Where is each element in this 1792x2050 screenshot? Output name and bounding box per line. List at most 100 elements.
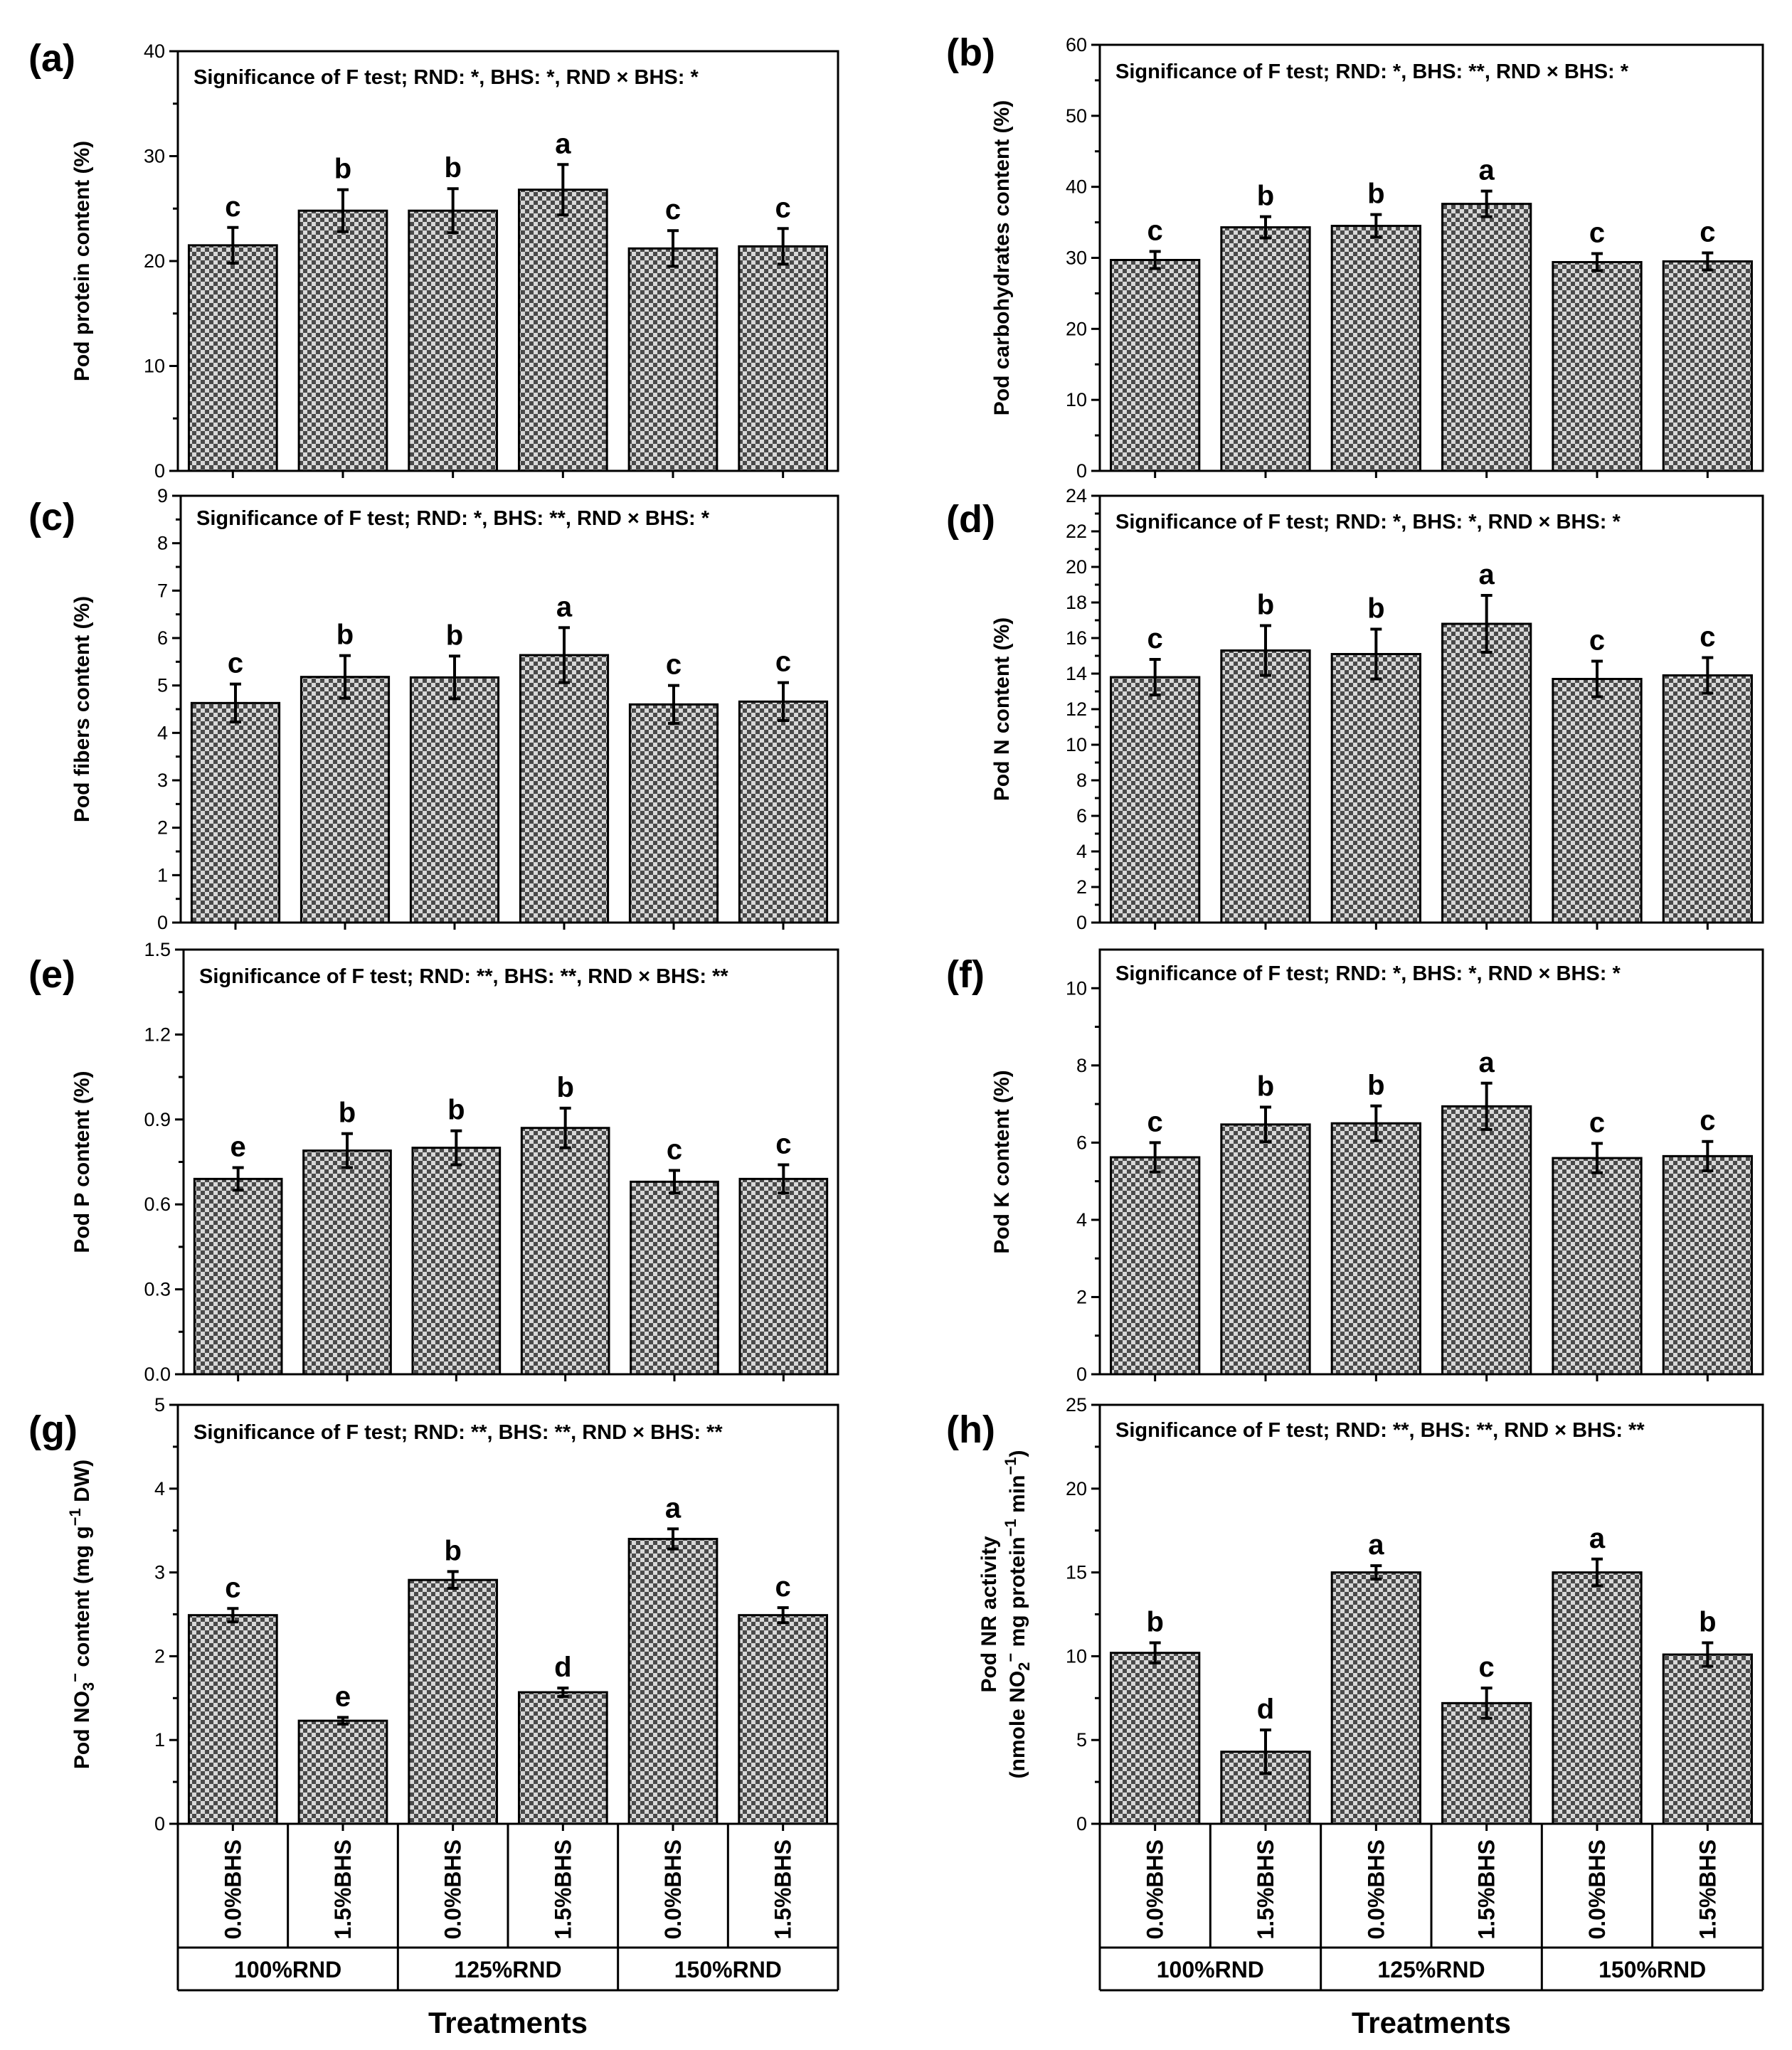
- y-tick-label: 8: [1076, 1055, 1087, 1076]
- bar: [411, 1147, 502, 1376]
- y-tick-label: 6: [1076, 805, 1087, 827]
- panel-c: c b b a c c 0 1 2 3 4 5 6 7 8 9 (c) Significance of F tes…: [28, 485, 839, 933]
- bar: [1110, 1652, 1201, 1825]
- significance-letter: c: [1479, 1652, 1495, 1683]
- panel-a: c b b a c c 0 10 20 30 40 (a) Significance of F test…: [28, 37, 839, 482]
- group-label: 125%RND: [454, 1957, 561, 1982]
- bar: [190, 701, 281, 924]
- significance-text: Significance of F test; RND: *, BHS: *, …: [1115, 511, 1621, 533]
- y-tick-label: 1.2: [144, 1024, 171, 1045]
- y-tick-label: 8: [157, 533, 168, 554]
- y-tick-label: 40: [1066, 176, 1087, 198]
- bar: [1110, 676, 1201, 924]
- y-axis-label: Pod NR activity: [977, 1536, 1001, 1692]
- bar: [627, 247, 719, 472]
- bar: [1662, 1154, 1753, 1376]
- y-tick-label: 2: [157, 817, 168, 839]
- significance-letter: c: [775, 647, 791, 678]
- significance-letter: c: [1589, 218, 1605, 249]
- group-label: 150%RND: [674, 1957, 782, 1982]
- y-tick-label: 9: [157, 485, 168, 506]
- category-label: 1.5%BHS: [1474, 1839, 1500, 1940]
- significance-letter: b: [1257, 590, 1274, 621]
- bar: [1552, 260, 1643, 472]
- significance-letter: a: [665, 1492, 682, 1524]
- x-axis-title: Treatments: [428, 2006, 588, 2039]
- significance-letter: c: [775, 192, 791, 223]
- bar: [1330, 1571, 1421, 1825]
- panel-e: e b b b c c 0.0 0.3 0.6 0.9 1.2 1.5 (e) Significance …: [28, 939, 839, 1385]
- significance-letter: b: [1257, 181, 1274, 212]
- y-tick-label: 10: [1066, 1645, 1087, 1667]
- category-label: 0.0%BHS: [1363, 1839, 1389, 1940]
- plot-frame: [1098, 948, 1764, 1376]
- group-label: 150%RND: [1599, 1957, 1706, 1982]
- significance-letter: a: [1479, 155, 1495, 186]
- y-tick-label: 4: [154, 1478, 165, 1499]
- significance-letter: c: [1700, 622, 1715, 653]
- significance-letter: c: [1147, 216, 1163, 247]
- significance-letter: c: [1589, 625, 1605, 657]
- category-table: 0.0%BHS 1.5%BHS 0.0%BHS 1.5%BHS 0.0%BHS 1.5%B…: [1098, 1824, 1764, 1992]
- y-tick-label: 1.5: [144, 939, 171, 960]
- y-tick-label: 7: [157, 580, 168, 601]
- bar: [1662, 1653, 1753, 1825]
- y-axis-label: Pod P content (%): [70, 1071, 94, 1253]
- bar: [408, 209, 499, 472]
- category-label: 1.5%BHS: [330, 1839, 356, 1940]
- y-tick-label: 0: [1076, 1364, 1087, 1385]
- bar: [1552, 1157, 1643, 1376]
- significance-letter: b: [444, 152, 461, 184]
- significance-letter: d: [1257, 1694, 1274, 1725]
- y-tick-label: 14: [1066, 663, 1087, 684]
- significance-letter: b: [1257, 1071, 1274, 1102]
- group-label: 100%RND: [234, 1957, 341, 1982]
- significance-text: Significance of F test; RND: *, BHS: *, …: [193, 66, 699, 89]
- y-tick-label: 2: [154, 1645, 165, 1667]
- bar: [193, 1177, 283, 1376]
- category-label: 1.5%BHS: [1253, 1839, 1278, 1940]
- panel-h: b d a c a b 0 5 10 15 20 25 (h) Significance of F tes…: [946, 1394, 1764, 2039]
- category-label: 0.0%BHS: [1142, 1839, 1168, 1940]
- bar: [1330, 1122, 1421, 1376]
- bar: [1662, 260, 1753, 472]
- significance-letter: a: [1589, 1523, 1606, 1554]
- significance-letter: b: [444, 1535, 461, 1566]
- panel-g: c e b d a c 0 1 2 3 4 5 (g) Significance of F test; R…: [28, 1394, 839, 2039]
- panel-label: (e): [28, 953, 75, 996]
- significance-text: Significance of F test; RND: **, BHS: **…: [199, 965, 728, 988]
- bar: [297, 1719, 388, 1825]
- bar: [628, 703, 719, 924]
- y-tick-label: 0.0: [144, 1364, 171, 1385]
- y-tick-label: 6: [1076, 1132, 1087, 1153]
- significance-letter: d: [554, 1652, 571, 1683]
- y-tick-label: 20: [144, 250, 165, 272]
- significance-letter: b: [1367, 1070, 1384, 1101]
- y-tick-label: 20: [1066, 318, 1087, 339]
- y-tick-label: 8: [1076, 770, 1087, 791]
- bar: [1441, 1105, 1532, 1376]
- y-axis-label: Pod NO3− content (mg g−1 DW): [66, 1460, 97, 1769]
- panel-b: c b b a c c 0 10 20 30 40 50 60 (b) Significance of F …: [946, 31, 1764, 482]
- y-tick-label: 5: [1076, 1729, 1087, 1751]
- y-tick-label: 10: [1066, 977, 1087, 999]
- panel-label: (c): [28, 496, 75, 538]
- significance-letter: b: [446, 620, 463, 651]
- y-tick-label: 1: [154, 1729, 165, 1751]
- category-label: 1.5%BHS: [770, 1839, 796, 1940]
- significance-letter: c: [1700, 1105, 1715, 1137]
- bar: [1441, 1701, 1532, 1825]
- bar: [299, 676, 391, 924]
- bar: [1330, 653, 1421, 924]
- significance-text: Significance of F test; RND: **, BHS: **…: [193, 1421, 723, 1444]
- significance-letter: b: [334, 154, 351, 185]
- y-tick-label: 5: [154, 1394, 165, 1416]
- y-tick-label: 24: [1066, 485, 1087, 506]
- y-tick-label: 15: [1066, 1562, 1087, 1583]
- significance-text: Significance of F test; RND: *, BHS: **,…: [196, 507, 710, 530]
- y-tick-label: 10: [144, 356, 165, 377]
- bar: [738, 1614, 829, 1825]
- y-axis-label: Pod fibers content (%): [70, 596, 94, 822]
- significance-letter: b: [339, 1098, 356, 1129]
